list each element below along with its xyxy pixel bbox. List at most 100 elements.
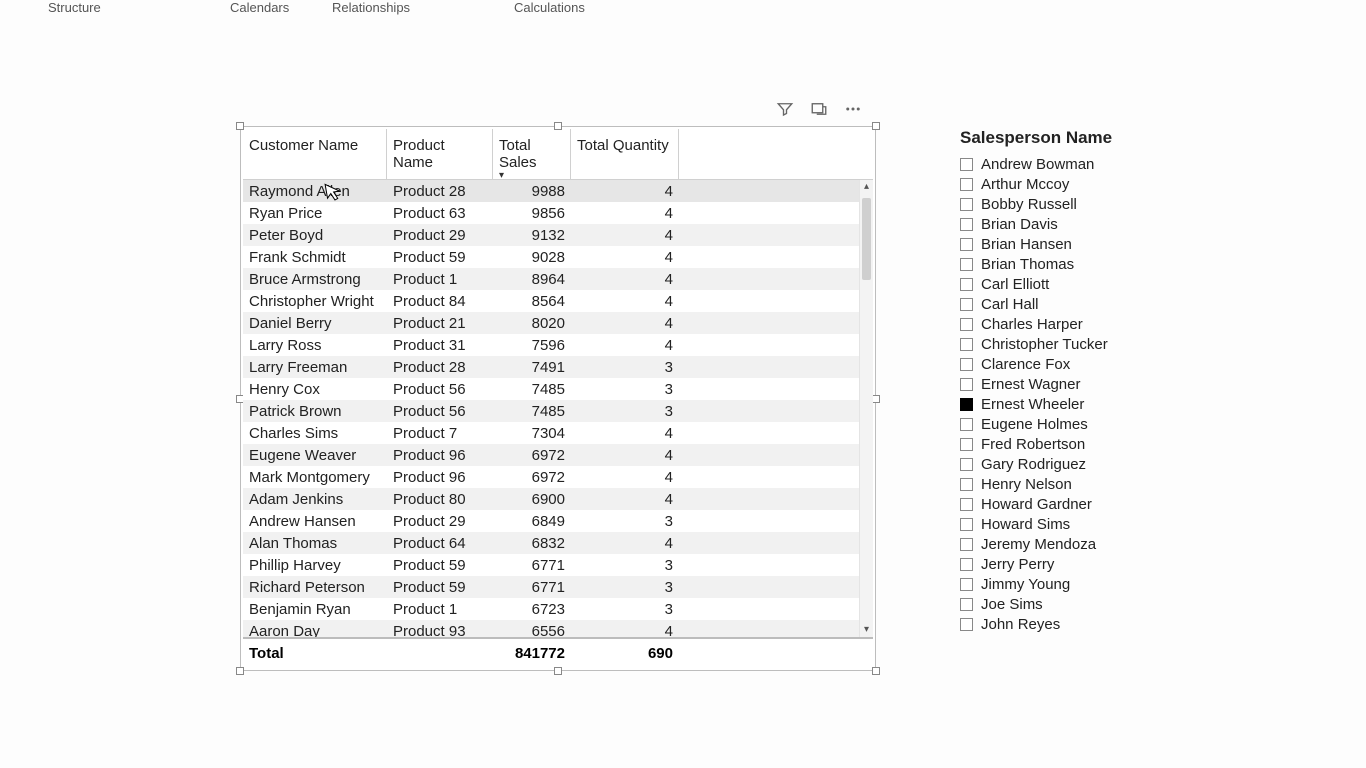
checkbox-icon[interactable] bbox=[960, 338, 973, 351]
checkbox-icon[interactable] bbox=[960, 318, 973, 331]
checkbox-icon[interactable] bbox=[960, 378, 973, 391]
table-row[interactable]: Larry FreemanProduct 2874913 bbox=[243, 356, 873, 378]
checkbox-icon[interactable] bbox=[960, 458, 973, 471]
table-row[interactable]: Larry RossProduct 3175964 bbox=[243, 334, 873, 356]
slicer-item[interactable]: Clarence Fox bbox=[960, 354, 1112, 374]
slicer-item[interactable]: Carl Hall bbox=[960, 294, 1112, 314]
checkbox-icon[interactable] bbox=[960, 478, 973, 491]
table-row[interactable]: Patrick BrownProduct 5674853 bbox=[243, 400, 873, 422]
slicer-item[interactable]: Arthur Mccoy bbox=[960, 174, 1112, 194]
slicer-item[interactable]: Joe Sims bbox=[960, 594, 1112, 614]
table-cell: Product 29 bbox=[387, 224, 493, 246]
slicer-item[interactable]: Andrew Bowman bbox=[960, 154, 1112, 174]
checkbox-icon[interactable] bbox=[960, 218, 973, 231]
table-row[interactable]: Ryan PriceProduct 6398564 bbox=[243, 202, 873, 224]
column-header[interactable]: Total Quantity bbox=[571, 129, 679, 179]
focus-mode-icon[interactable] bbox=[810, 100, 828, 118]
table-row[interactable]: Frank SchmidtProduct 5990284 bbox=[243, 246, 873, 268]
slicer-item[interactable]: Howard Sims bbox=[960, 514, 1112, 534]
table-row[interactable]: Benjamin RyanProduct 167233 bbox=[243, 598, 873, 620]
table-row[interactable]: Raymond AllenProduct 2899884 bbox=[243, 180, 873, 202]
column-header[interactable]: Product Name bbox=[387, 129, 493, 179]
table-row[interactable]: Mark MontgomeryProduct 9669724 bbox=[243, 466, 873, 488]
resize-handle[interactable] bbox=[554, 667, 562, 675]
checkbox-icon[interactable] bbox=[960, 518, 973, 531]
slicer-item[interactable]: Charles Harper bbox=[960, 314, 1112, 334]
checkbox-icon[interactable] bbox=[960, 178, 973, 191]
slicer-item[interactable]: Jimmy Young bbox=[960, 574, 1112, 594]
checkbox-icon[interactable] bbox=[960, 398, 973, 411]
slicer-item[interactable]: Ernest Wheeler bbox=[960, 394, 1112, 414]
slicer-item-label: Ernest Wheeler bbox=[981, 396, 1084, 413]
checkbox-icon[interactable] bbox=[960, 498, 973, 511]
slicer-item[interactable]: Brian Davis bbox=[960, 214, 1112, 234]
table-row[interactable]: Bruce ArmstrongProduct 189644 bbox=[243, 268, 873, 290]
slicer-item-label: Howard Gardner bbox=[981, 496, 1092, 513]
table-row[interactable]: Andrew HansenProduct 2968493 bbox=[243, 510, 873, 532]
slicer-item[interactable]: Brian Hansen bbox=[960, 234, 1112, 254]
table-row[interactable]: Charles SimsProduct 773044 bbox=[243, 422, 873, 444]
checkbox-icon[interactable] bbox=[960, 258, 973, 271]
slicer-item-label: Fred Robertson bbox=[981, 436, 1085, 453]
column-header[interactable]: Customer Name bbox=[243, 129, 387, 179]
table-row[interactable]: Alan ThomasProduct 6468324 bbox=[243, 532, 873, 554]
checkbox-icon[interactable] bbox=[960, 158, 973, 171]
checkbox-icon[interactable] bbox=[960, 598, 973, 611]
checkbox-icon[interactable] bbox=[960, 578, 973, 591]
slicer-item[interactable]: John Reyes bbox=[960, 614, 1112, 634]
checkbox-icon[interactable] bbox=[960, 418, 973, 431]
column-header[interactable]: Total Sales▾ bbox=[493, 129, 571, 179]
table-cell: Phillip Harvey bbox=[243, 554, 387, 576]
slicer-item[interactable]: Gary Rodriguez bbox=[960, 454, 1112, 474]
table-cell: Product 59 bbox=[387, 576, 493, 598]
slicer-item[interactable]: Jerry Perry bbox=[960, 554, 1112, 574]
table-row[interactable]: Daniel BerryProduct 2180204 bbox=[243, 312, 873, 334]
slicer-item[interactable]: Henry Nelson bbox=[960, 474, 1112, 494]
table-cell: 4 bbox=[571, 620, 679, 637]
checkbox-icon[interactable] bbox=[960, 618, 973, 631]
slicer-item[interactable]: Christopher Tucker bbox=[960, 334, 1112, 354]
slicer-item[interactable]: Fred Robertson bbox=[960, 434, 1112, 454]
resize-handle[interactable] bbox=[872, 122, 880, 130]
resize-handle[interactable] bbox=[236, 667, 244, 675]
checkbox-icon[interactable] bbox=[960, 298, 973, 311]
checkbox-icon[interactable] bbox=[960, 198, 973, 211]
slicer-item[interactable]: Ernest Wagner bbox=[960, 374, 1112, 394]
slicer-item[interactable]: Jeremy Mendoza bbox=[960, 534, 1112, 554]
checkbox-icon[interactable] bbox=[960, 558, 973, 571]
slicer-item[interactable]: Carl Elliott bbox=[960, 274, 1112, 294]
scroll-up-arrow[interactable]: ▴ bbox=[860, 180, 873, 194]
table-visual[interactable]: Customer NameProduct NameTotal Sales▾Tot… bbox=[240, 126, 876, 671]
table-cell: 6556 bbox=[493, 620, 571, 637]
slicer-item[interactable]: Bobby Russell bbox=[960, 194, 1112, 214]
table-row[interactable]: Henry CoxProduct 5674853 bbox=[243, 378, 873, 400]
slicer-item[interactable]: Brian Thomas bbox=[960, 254, 1112, 274]
table-cell: 3 bbox=[571, 576, 679, 598]
checkbox-icon[interactable] bbox=[960, 538, 973, 551]
scroll-thumb[interactable] bbox=[862, 198, 871, 280]
table-row[interactable]: Christopher WrightProduct 8485644 bbox=[243, 290, 873, 312]
scroll-track[interactable] bbox=[860, 194, 873, 623]
checkbox-icon[interactable] bbox=[960, 238, 973, 251]
checkbox-icon[interactable] bbox=[960, 358, 973, 371]
slicer-item[interactable]: Eugene Holmes bbox=[960, 414, 1112, 434]
table-row[interactable]: Adam JenkinsProduct 8069004 bbox=[243, 488, 873, 510]
table-row[interactable]: Aaron DayProduct 9365564 bbox=[243, 620, 873, 637]
table-row[interactable]: Peter BoydProduct 2991324 bbox=[243, 224, 873, 246]
resize-handle[interactable] bbox=[872, 395, 880, 403]
scroll-down-arrow[interactable]: ▾ bbox=[860, 623, 873, 637]
table-row[interactable]: Phillip HarveyProduct 5967713 bbox=[243, 554, 873, 576]
filter-icon[interactable] bbox=[776, 100, 794, 118]
slicer-visual[interactable]: Salesperson Name Andrew BowmanArthur Mcc… bbox=[960, 128, 1112, 634]
slicer-item-label: John Reyes bbox=[981, 616, 1060, 633]
slicer-item-label: Jeremy Mendoza bbox=[981, 536, 1096, 553]
report-canvas[interactable]: Customer NameProduct NameTotal Sales▾Tot… bbox=[0, 20, 1366, 768]
vertical-scrollbar[interactable]: ▴ ▾ bbox=[859, 180, 873, 637]
table-row[interactable]: Eugene WeaverProduct 9669724 bbox=[243, 444, 873, 466]
checkbox-icon[interactable] bbox=[960, 278, 973, 291]
more-options-icon[interactable] bbox=[844, 100, 862, 118]
checkbox-icon[interactable] bbox=[960, 438, 973, 451]
resize-handle[interactable] bbox=[872, 667, 880, 675]
table-row[interactable]: Richard PetersonProduct 5967713 bbox=[243, 576, 873, 598]
slicer-item[interactable]: Howard Gardner bbox=[960, 494, 1112, 514]
